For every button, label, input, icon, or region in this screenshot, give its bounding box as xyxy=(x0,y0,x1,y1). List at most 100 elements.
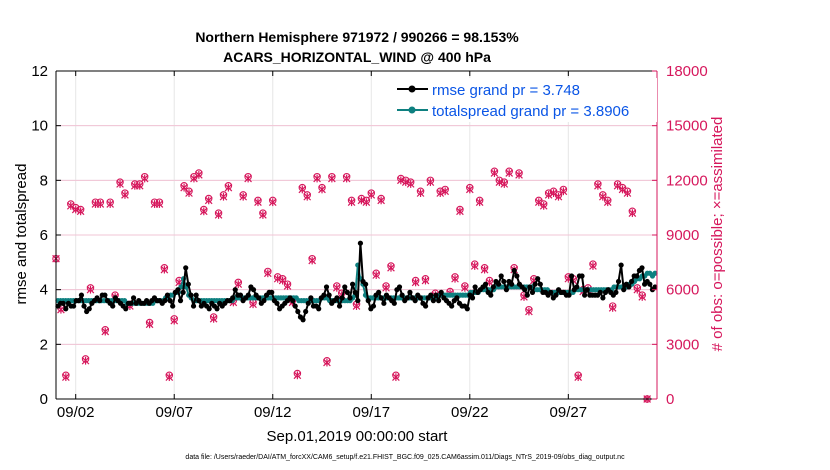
obs-assimilated-point xyxy=(165,373,174,382)
rmse-point xyxy=(469,295,476,301)
obs-assimilated-point xyxy=(76,207,85,216)
rmse-point xyxy=(214,306,220,312)
rmse-point xyxy=(652,284,658,290)
rmse-point xyxy=(349,281,356,287)
rmse-point xyxy=(615,278,622,285)
obs-assimilated-point xyxy=(421,276,430,285)
y-left-tick-label: 0 xyxy=(40,391,48,408)
rmse-point xyxy=(365,298,371,304)
rmse-point xyxy=(495,281,502,287)
rmse-point xyxy=(647,281,653,287)
totalspread-point xyxy=(652,270,658,276)
obs-assimilated-point xyxy=(362,198,371,207)
rmse-point xyxy=(102,292,108,298)
obs-assimilated-point xyxy=(461,283,469,292)
rmse-point xyxy=(128,300,134,306)
obs-assimilated-point xyxy=(544,191,553,199)
legend-box xyxy=(391,78,657,122)
rmse-point xyxy=(237,292,244,298)
obs-assimilated-point xyxy=(96,200,105,208)
obs-assimilated-point xyxy=(559,187,568,196)
rmse-point xyxy=(597,289,603,295)
rmse-point xyxy=(81,303,87,309)
obs-assimilated-point xyxy=(244,174,252,183)
rmse-point xyxy=(78,292,85,298)
obs-assimilated-point xyxy=(401,178,410,187)
obs-assimilated-point xyxy=(456,207,464,216)
obs-assimilated-point xyxy=(470,262,479,270)
obs-assimilated-point xyxy=(328,174,336,183)
obs-assimilated-point xyxy=(332,283,341,292)
rmse-point xyxy=(185,281,191,287)
rmse-point xyxy=(464,306,470,312)
rmse-point xyxy=(230,295,236,301)
rmse-point xyxy=(613,289,619,295)
rmse-point xyxy=(177,298,184,304)
series-lines xyxy=(55,240,658,323)
y-right-tick-label: 0 xyxy=(666,391,674,408)
rmse-point xyxy=(381,300,387,306)
y-left-tick-label: 12 xyxy=(31,63,48,80)
rmse-point xyxy=(433,292,439,298)
obs-assimilated-point xyxy=(436,189,445,197)
obs-assimilated-point xyxy=(249,300,257,309)
x-tick-label: 09/12 xyxy=(254,404,292,421)
obs-assimilated-point xyxy=(372,271,381,279)
obs-assimilated-point xyxy=(199,207,208,216)
obs-assimilated-point xyxy=(613,181,622,190)
rmse-point xyxy=(71,303,77,309)
obs-assimilated-point xyxy=(318,185,326,194)
obs-assimilated-point xyxy=(475,198,484,207)
chart-title-line1: Northern Hemisphere 971972 / 990266 = 98… xyxy=(195,29,519,45)
obs-assimilated-point xyxy=(264,269,272,278)
rmse-point xyxy=(130,295,137,301)
obs-assimilated-point xyxy=(426,178,435,187)
rmse-point xyxy=(342,284,348,290)
rmse-point xyxy=(436,298,442,304)
obs-assimilated-point xyxy=(603,198,612,207)
y-right-tick-label: 18000 xyxy=(666,63,708,80)
rmse-point xyxy=(503,287,510,293)
rmse-point xyxy=(454,295,460,301)
rmse-point xyxy=(326,292,332,298)
rmse-point xyxy=(626,284,632,290)
rmse-point xyxy=(352,289,358,295)
y-left-tick-label: 6 xyxy=(40,227,48,244)
obs-assimilated-point xyxy=(209,314,218,323)
obs-assimilated-point xyxy=(352,302,361,310)
obs-assimilated-point xyxy=(411,278,420,287)
rmse-point xyxy=(180,289,186,295)
rmse-point xyxy=(292,303,298,309)
obs-assimilated-point xyxy=(303,192,312,201)
rmse-point xyxy=(422,303,429,309)
obs-assimilated-point xyxy=(357,196,366,205)
rmse-point xyxy=(509,281,515,287)
rmse-point xyxy=(396,284,403,290)
obs-assimilated-point xyxy=(367,191,376,199)
legend-spread-label: totalspread grand pr = 3.8906 xyxy=(432,103,629,120)
rmse-point xyxy=(86,306,92,312)
rmse-point xyxy=(196,298,202,304)
rmse-point xyxy=(323,284,330,290)
rmse-point xyxy=(357,240,364,246)
rmse-point xyxy=(639,265,645,271)
rmse-point xyxy=(269,289,275,295)
rmse-point xyxy=(167,298,173,304)
y-right-tick-label: 9000 xyxy=(666,227,699,244)
obs-assimilated-point xyxy=(145,320,154,329)
rmse-point xyxy=(579,273,585,279)
obs-assimilated-point xyxy=(618,185,627,194)
rmse-point xyxy=(472,284,478,290)
y-right-tick-label: 12000 xyxy=(666,172,708,189)
obs-assimilated-point xyxy=(539,201,548,210)
rmse-point xyxy=(618,262,624,268)
obs-assimilated-point xyxy=(101,327,110,336)
obs-assimilated-point xyxy=(495,178,504,187)
obs-assimilated-point xyxy=(465,185,474,194)
rmse-point xyxy=(535,276,541,282)
rmse-point xyxy=(407,289,413,295)
legend: rmse grand pr = 3.748 totalspread grand … xyxy=(391,78,657,122)
rmse-point xyxy=(336,303,343,309)
rmse-point xyxy=(63,306,69,312)
chart-title-line2: ACARS_HORIZONTAL_WIND @ 400 hPa xyxy=(223,49,491,65)
